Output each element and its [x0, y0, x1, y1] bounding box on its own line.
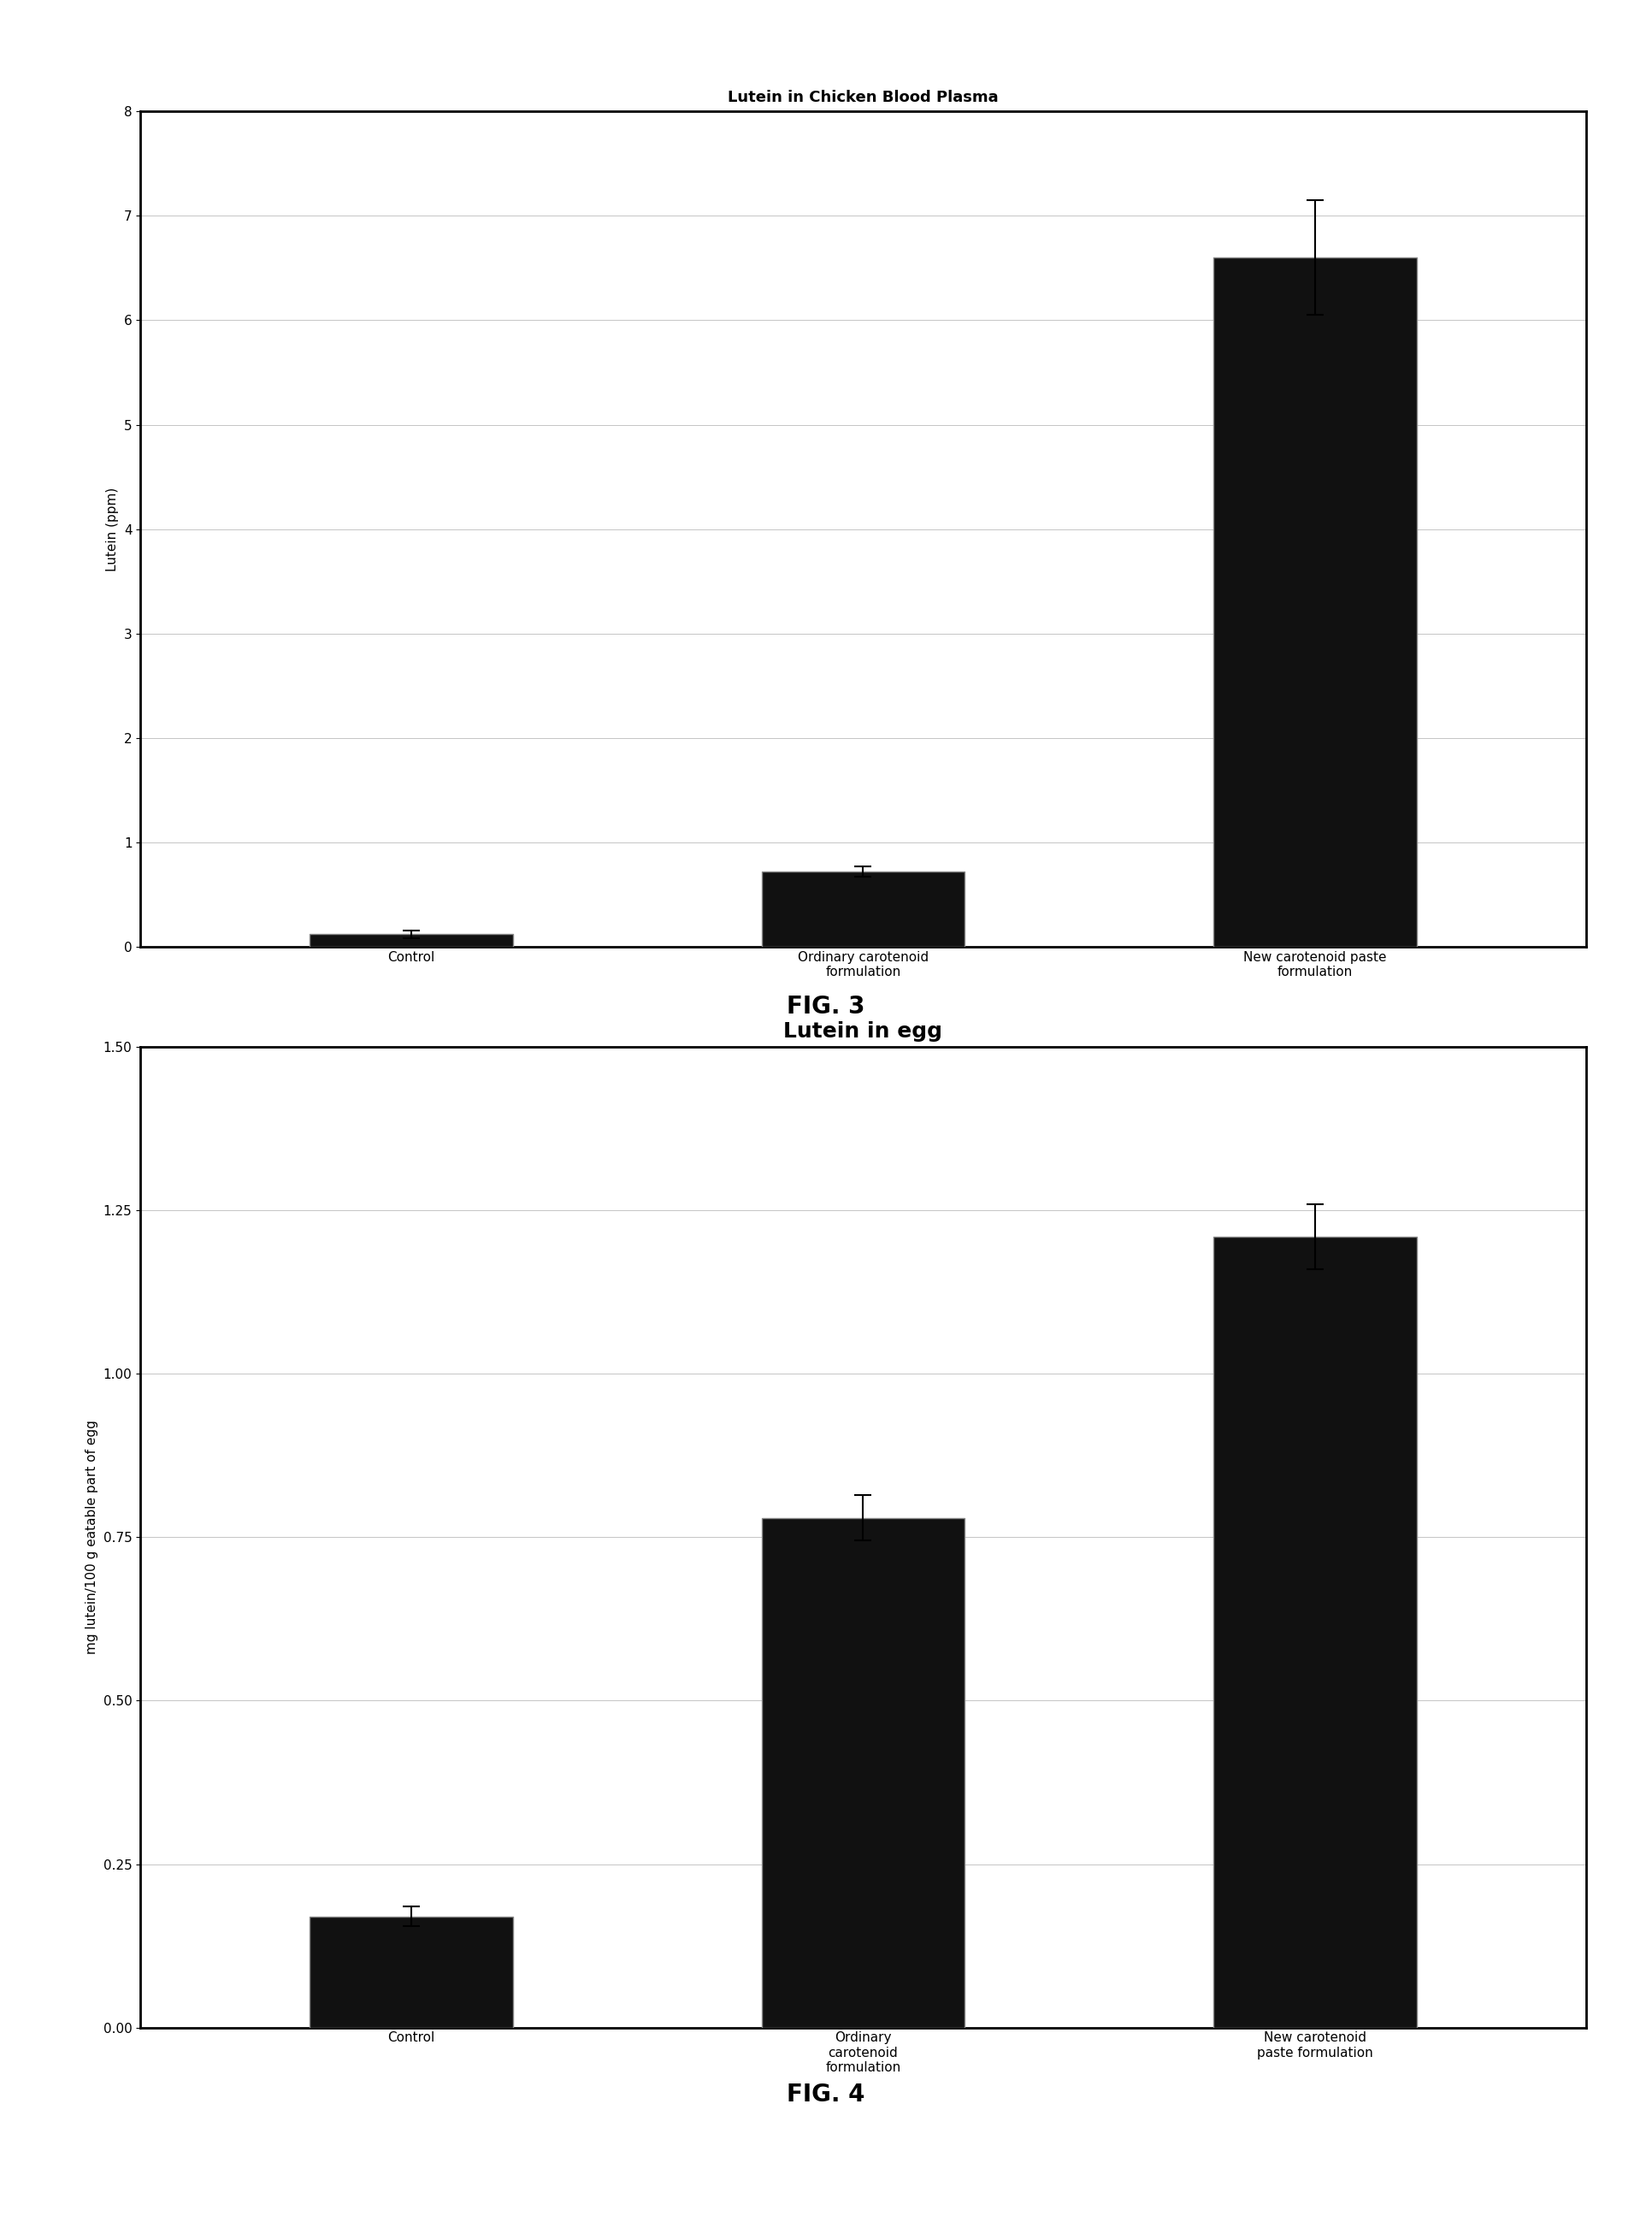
- Text: FIG. 4: FIG. 4: [786, 2083, 866, 2105]
- Text: FIG. 3: FIG. 3: [786, 996, 866, 1018]
- Bar: [1213, 1237, 1416, 2027]
- Bar: [762, 1517, 965, 2027]
- Bar: [311, 1916, 514, 2027]
- Y-axis label: Lutein (ppm): Lutein (ppm): [106, 488, 119, 570]
- Bar: [1213, 258, 1416, 947]
- Y-axis label: mg lutein/100 g eatable part of egg: mg lutein/100 g eatable part of egg: [86, 1419, 99, 1655]
- Bar: [762, 871, 965, 947]
- Title: Lutein in egg: Lutein in egg: [783, 1020, 943, 1043]
- Title: Lutein in Chicken Blood Plasma: Lutein in Chicken Blood Plasma: [729, 89, 998, 105]
- Bar: [311, 934, 514, 947]
